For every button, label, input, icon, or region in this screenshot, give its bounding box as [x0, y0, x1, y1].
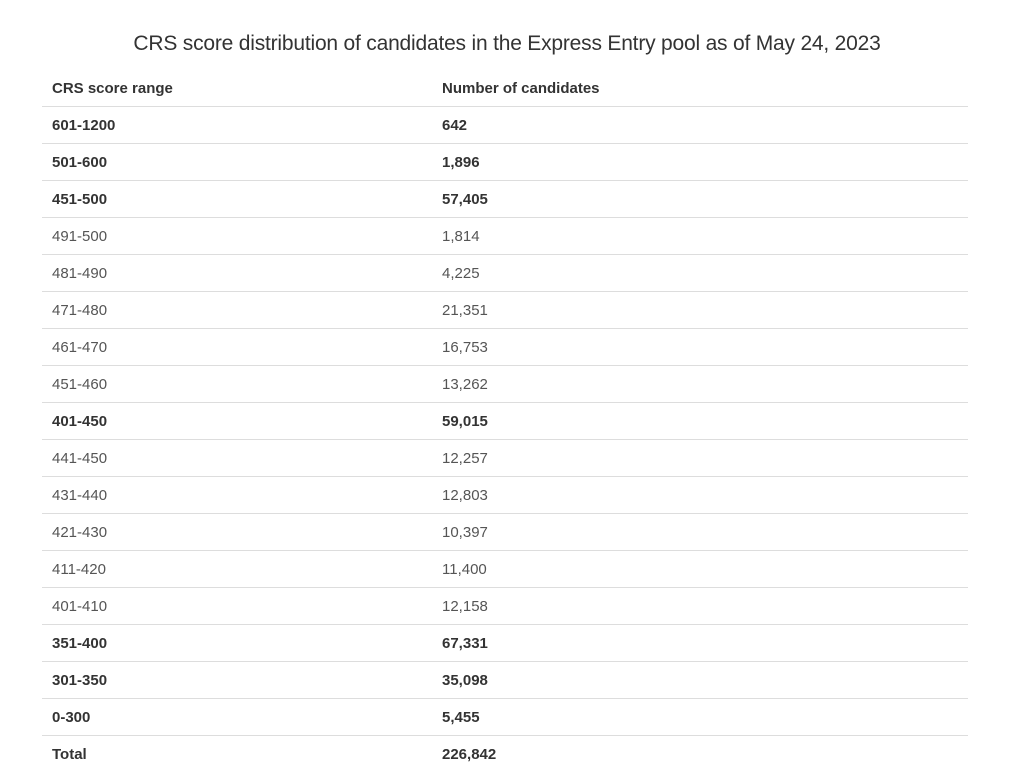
score-range-cell: 401-450 — [42, 402, 432, 440]
table-row: 491-500 1,814 — [42, 217, 968, 255]
table-row: 471-480 21,351 — [42, 291, 968, 329]
table-row: 601-1200 642 — [42, 106, 968, 144]
score-range-cell: 471-480 — [42, 291, 432, 329]
candidate-count-cell: 11,400 — [432, 550, 968, 588]
table-body: 601-1200 642 501-600 1,896 451-500 57,40… — [42, 106, 968, 772]
table-row: 451-460 13,262 — [42, 365, 968, 403]
candidate-count-cell: 59,015 — [432, 402, 968, 440]
score-range-cell: 351-400 — [42, 624, 432, 662]
score-range-cell: 441-450 — [42, 439, 432, 477]
candidate-count-cell: 16,753 — [432, 328, 968, 366]
candidate-count-cell: 12,803 — [432, 476, 968, 514]
candidate-count-cell: 57,405 — [432, 180, 968, 218]
candidate-count-cell: 4,225 — [432, 254, 968, 292]
table-caption: CRS score distribution of candidates in … — [133, 32, 881, 55]
score-range-cell: 491-500 — [42, 217, 432, 255]
candidate-count-cell: 13,262 — [432, 365, 968, 403]
table-row: 411-420 11,400 — [42, 550, 968, 588]
column-header-candidates: Number of candidates — [432, 70, 968, 107]
table-row: 351-400 67,331 — [42, 624, 968, 662]
score-range-cell: 451-460 — [42, 365, 432, 403]
candidate-count-cell: 642 — [432, 106, 968, 144]
table-row: 421-430 10,397 — [42, 513, 968, 551]
total-row: Total 226,842 — [42, 735, 968, 772]
table-row: 431-440 12,803 — [42, 476, 968, 514]
candidate-count-cell: 1,814 — [432, 217, 968, 255]
candidate-count-cell: 1,896 — [432, 143, 968, 181]
candidate-count-cell: 12,257 — [432, 439, 968, 477]
table-header-row: CRS score range Number of candidates — [42, 70, 968, 107]
candidate-count-cell: 5,455 — [432, 698, 968, 736]
table-row: 301-350 35,098 — [42, 661, 968, 699]
table-row: 401-450 59,015 — [42, 402, 968, 440]
score-range-cell: 451-500 — [42, 180, 432, 218]
score-range-cell: 301-350 — [42, 661, 432, 699]
table-row: 441-450 12,257 — [42, 439, 968, 477]
table-row: 461-470 16,753 — [42, 328, 968, 366]
score-range-cell: 481-490 — [42, 254, 432, 292]
table-row: 481-490 4,225 — [42, 254, 968, 292]
total-label-cell: Total — [42, 735, 432, 772]
candidate-count-cell: 12,158 — [432, 587, 968, 625]
score-range-cell: 431-440 — [42, 476, 432, 514]
total-count-cell: 226,842 — [432, 735, 968, 772]
table-row: 451-500 57,405 — [42, 180, 968, 218]
column-header-score-range: CRS score range — [42, 70, 432, 107]
candidate-count-cell: 67,331 — [432, 624, 968, 662]
candidate-count-cell: 21,351 — [432, 291, 968, 329]
score-range-cell: 0-300 — [42, 698, 432, 736]
score-range-cell: 421-430 — [42, 513, 432, 551]
table-row: 0-300 5,455 — [42, 698, 968, 736]
table-row: 501-600 1,896 — [42, 143, 968, 181]
candidate-count-cell: 35,098 — [432, 661, 968, 699]
score-range-cell: 461-470 — [42, 328, 432, 366]
crs-distribution-table: CRS score range Number of candidates 601… — [42, 70, 968, 772]
candidate-count-cell: 10,397 — [432, 513, 968, 551]
table-row: 401-410 12,158 — [42, 587, 968, 625]
score-range-cell: 411-420 — [42, 550, 432, 588]
score-range-cell: 401-410 — [42, 587, 432, 625]
score-range-cell: 601-1200 — [42, 106, 432, 144]
score-range-cell: 501-600 — [42, 143, 432, 181]
